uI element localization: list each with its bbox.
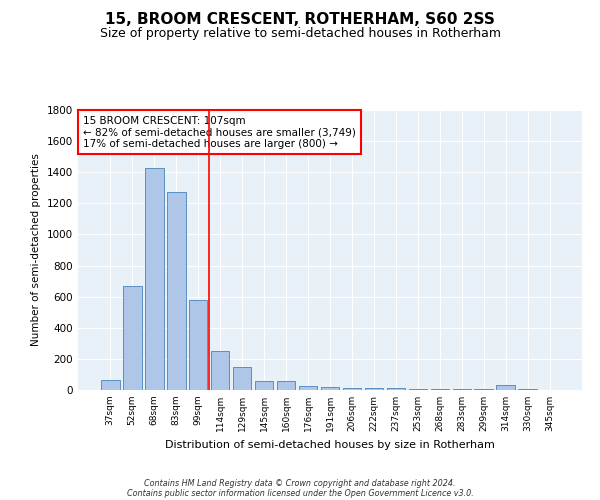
Bar [386, 388, 405, 390]
Bar [475, 389, 493, 390]
Bar [409, 389, 427, 390]
Bar [496, 386, 515, 390]
Bar [189, 300, 208, 390]
Text: Size of property relative to semi-detached houses in Rotherham: Size of property relative to semi-detach… [100, 28, 500, 40]
Bar [431, 389, 449, 390]
Bar [299, 386, 317, 390]
Text: Contains HM Land Registry data © Crown copyright and database right 2024.: Contains HM Land Registry data © Crown c… [144, 478, 456, 488]
Bar [343, 388, 361, 390]
X-axis label: Distribution of semi-detached houses by size in Rotherham: Distribution of semi-detached houses by … [165, 440, 495, 450]
Bar [145, 168, 164, 390]
Bar [211, 352, 229, 390]
Bar [365, 388, 383, 390]
Bar [320, 387, 340, 390]
Bar [277, 382, 295, 390]
Bar [518, 389, 537, 390]
Text: 15, BROOM CRESCENT, ROTHERHAM, S60 2SS: 15, BROOM CRESCENT, ROTHERHAM, S60 2SS [105, 12, 495, 28]
Bar [233, 366, 251, 390]
Text: 15 BROOM CRESCENT: 107sqm
← 82% of semi-detached houses are smaller (3,749)
17% : 15 BROOM CRESCENT: 107sqm ← 82% of semi-… [83, 116, 356, 149]
Bar [255, 380, 274, 390]
Bar [101, 380, 119, 390]
Y-axis label: Number of semi-detached properties: Number of semi-detached properties [31, 154, 41, 346]
Bar [452, 389, 471, 390]
Bar [123, 286, 142, 390]
Text: Contains public sector information licensed under the Open Government Licence v3: Contains public sector information licen… [127, 488, 473, 498]
Bar [167, 192, 185, 390]
